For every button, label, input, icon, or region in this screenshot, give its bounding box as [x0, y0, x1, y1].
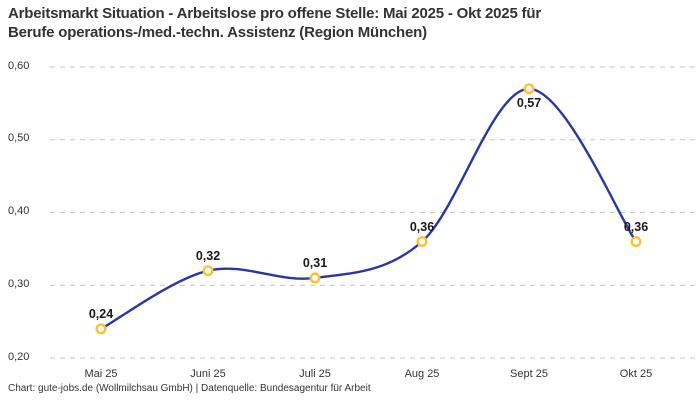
data-point-marker	[416, 236, 428, 248]
chart-credit: Chart: gute-jobs.de (Wollmilchsau GmbH) …	[8, 383, 371, 394]
chart-title: Arbeitsmarkt Situation - Arbeitslose pro…	[8, 4, 541, 42]
data-point-marker	[202, 265, 214, 277]
data-point-marker	[95, 323, 107, 335]
data-point-marker	[309, 272, 321, 284]
data-point-marker	[523, 83, 535, 95]
chart-title-line2: Berufe operations-/med.-techn. Assistenz…	[8, 24, 427, 41]
data-point-marker	[630, 236, 642, 248]
chart-title-line1: Arbeitsmarkt Situation - Arbeitslose pro…	[8, 5, 541, 22]
line-path	[99, 87, 638, 331]
